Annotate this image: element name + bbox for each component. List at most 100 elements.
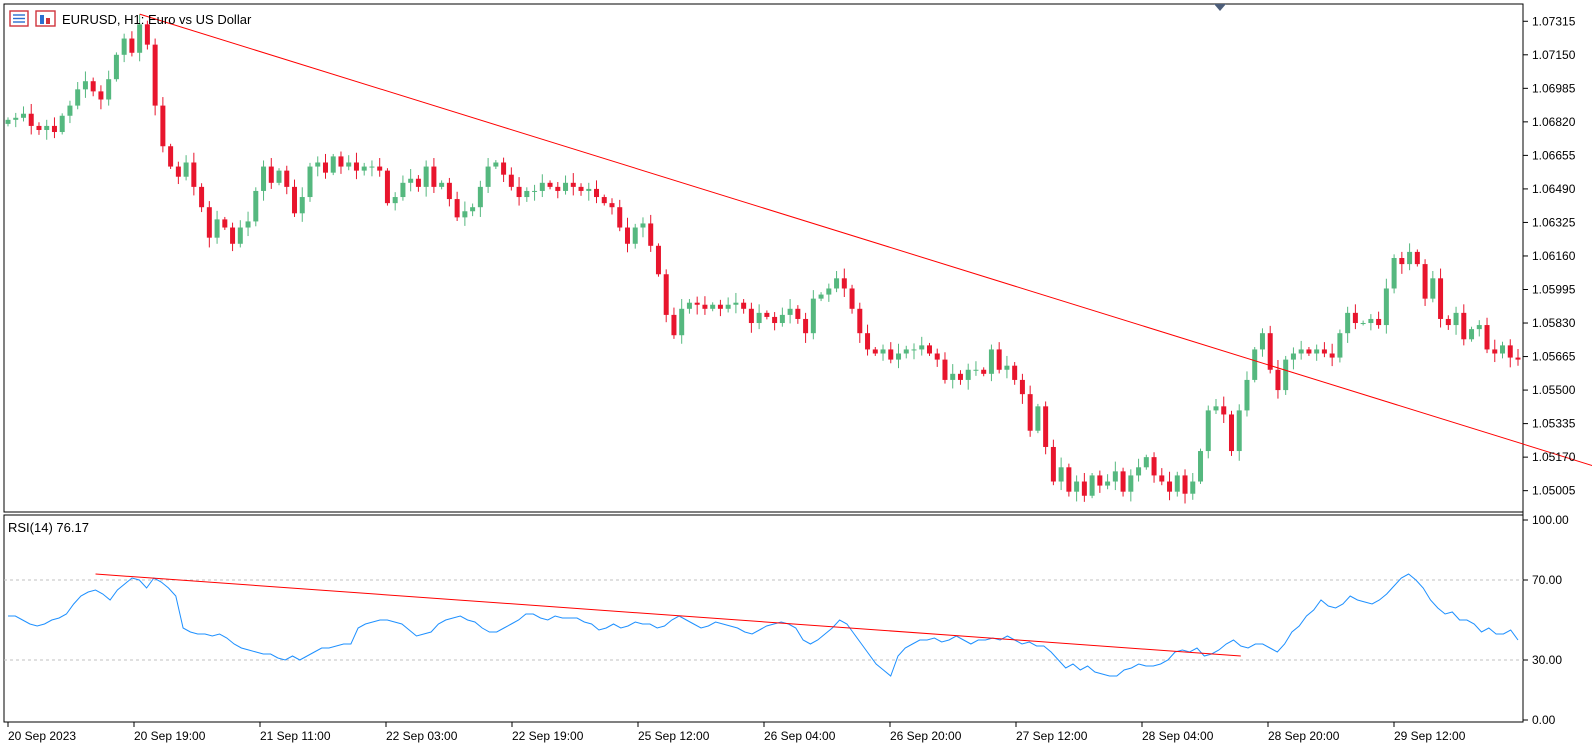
candle-bear: [1120, 471, 1126, 492]
candle-bull: [632, 227, 638, 244]
candle-bear: [996, 349, 1002, 370]
candle-bear: [90, 81, 96, 92]
candle-bear: [322, 162, 328, 173]
candle-bull: [1337, 333, 1343, 358]
candle-bull: [1089, 475, 1095, 496]
candle-bear: [617, 207, 623, 228]
candle-bull: [725, 304, 731, 309]
candle-bear: [702, 304, 708, 309]
candle-bull: [307, 166, 313, 198]
candle-bear: [865, 333, 871, 350]
price-tick-label: 1.05665: [1532, 350, 1576, 364]
candle-bull: [1190, 481, 1196, 494]
candle-bull: [818, 294, 824, 299]
candle-bear: [160, 105, 166, 147]
price-tick-label: 1.07315: [1532, 14, 1576, 28]
candle-bull: [919, 345, 925, 350]
candle-bear: [454, 199, 460, 218]
candle-bull: [113, 54, 119, 80]
candle-bear: [36, 125, 42, 130]
candle-bear: [1329, 353, 1335, 358]
price-tick-label: 1.07150: [1532, 48, 1576, 62]
candle-bull: [20, 113, 26, 118]
candle-bear: [191, 162, 197, 187]
candle-bear: [1151, 457, 1157, 476]
candle-bear: [1445, 318, 1451, 326]
candle-bull: [1035, 406, 1041, 431]
candle-bear: [415, 178, 421, 187]
candle-bear: [1352, 312, 1358, 324]
candle-bear: [663, 274, 669, 315]
list-icon[interactable]: [9, 10, 29, 27]
candle-bull: [834, 278, 840, 289]
candle-bear: [206, 207, 212, 238]
candle-bull: [1252, 349, 1258, 380]
candle-bull: [369, 166, 375, 168]
shift-marker-icon[interactable]: [1214, 4, 1226, 11]
candle-bull: [524, 190, 530, 198]
candle-bull: [710, 304, 716, 309]
candle-bear: [764, 312, 770, 317]
candle-bear: [222, 219, 228, 228]
candle-bear: [28, 113, 34, 126]
candle-bear: [655, 245, 661, 275]
candle-bear: [1050, 446, 1056, 482]
candle-bull: [237, 227, 243, 244]
chart-bars-icon[interactable]: [35, 10, 56, 27]
candle-bull: [810, 298, 816, 334]
candle-bull: [1143, 457, 1149, 468]
candle-bull: [439, 182, 445, 187]
candle-bear: [199, 186, 205, 208]
rsi-tick-label: 70.00: [1532, 573, 1562, 587]
candle-bull: [1290, 353, 1296, 360]
candle-bull: [950, 373, 956, 380]
rsi-axis: 100.00 70.00 30.00 0.00: [1523, 513, 1569, 727]
candle-bear: [98, 91, 104, 100]
candle-bull: [1198, 451, 1204, 482]
candle-bear: [934, 353, 940, 360]
candle-bear: [888, 349, 894, 360]
time-tick-label: 20 Sep 19:00: [134, 729, 206, 743]
candle-bull: [183, 162, 189, 177]
candle-bear: [516, 186, 522, 198]
candle-bear: [168, 146, 174, 167]
candle-bear: [353, 162, 359, 171]
price-tick-label: 1.06160: [1532, 249, 1576, 263]
candle-bull: [1205, 410, 1211, 452]
rsi-panel-frame: [3, 514, 1524, 723]
candle-bull: [485, 166, 491, 187]
candle-bull: [779, 314, 785, 324]
candle-bull: [361, 166, 367, 171]
candle-bull: [1244, 379, 1250, 411]
candle-bull: [563, 182, 569, 191]
candle-bear: [1515, 357, 1521, 360]
trendlines: [95, 13, 1592, 657]
candle-bull: [253, 190, 259, 222]
candle-bear: [741, 302, 747, 309]
candle-bull: [973, 369, 979, 371]
candle-bull: [1383, 288, 1389, 326]
candle-bull: [245, 221, 251, 228]
candle-bear: [1438, 278, 1444, 319]
price-tick-label: 1.05005: [1532, 484, 1576, 498]
candle-bull: [1453, 312, 1459, 326]
price-tick-label: 1.06325: [1532, 215, 1576, 229]
candle-bull: [640, 223, 646, 228]
candle-bull: [532, 190, 538, 192]
candle-bull: [1105, 481, 1111, 486]
candle-bull: [261, 166, 267, 191]
candle-bear: [872, 349, 878, 354]
candle-bear: [601, 197, 607, 204]
time-tick-label: 27 Sep 12:00: [1016, 729, 1088, 743]
candle-bear: [942, 359, 948, 380]
candle-bear: [175, 166, 181, 177]
candle-bear: [1414, 251, 1420, 265]
candle-bear: [129, 38, 135, 53]
candle-bear: [1012, 365, 1018, 380]
candle-bull: [477, 186, 483, 208]
symbol-title: EURUSD, H1: Euro vs US Dollar: [62, 12, 252, 27]
candle-bear: [377, 166, 383, 171]
candle-bear: [648, 223, 654, 246]
candle-bear: [230, 227, 236, 244]
